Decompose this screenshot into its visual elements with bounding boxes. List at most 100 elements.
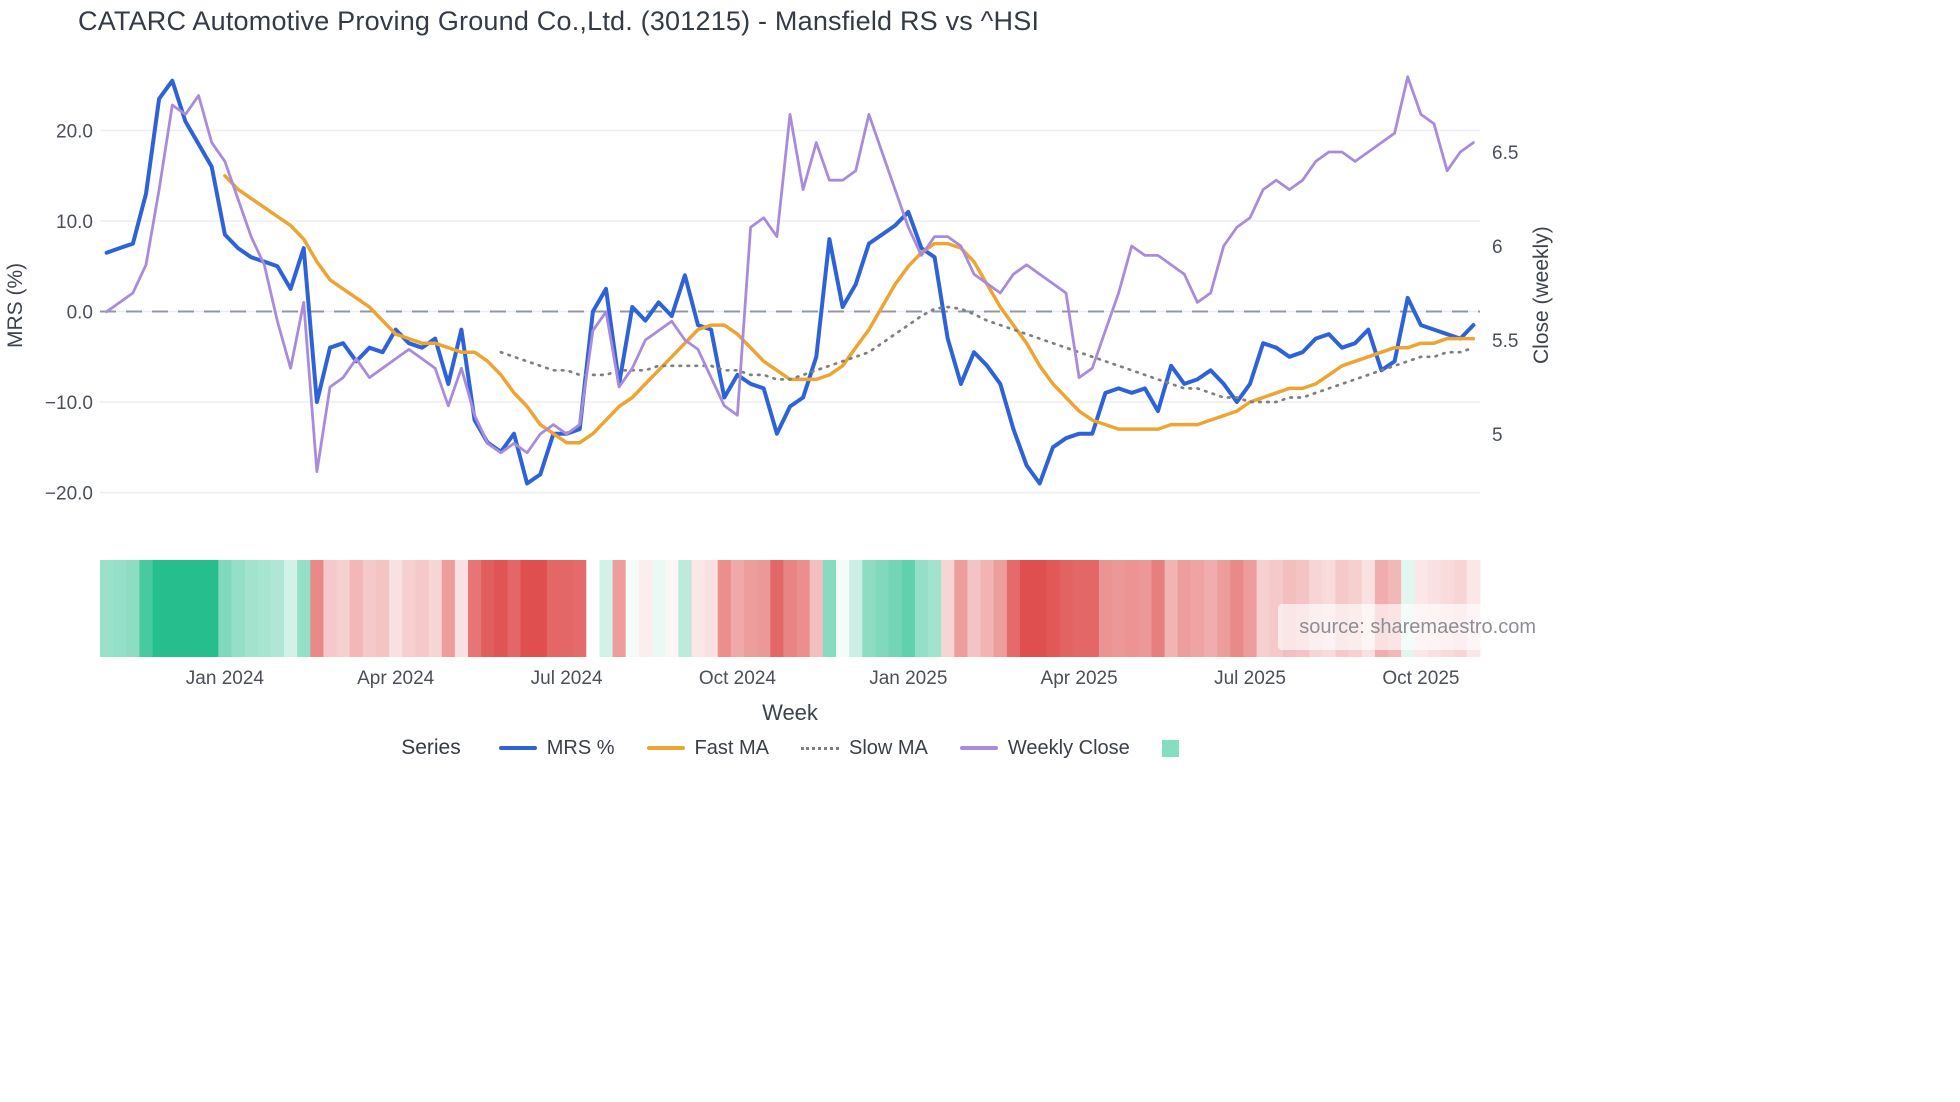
legend: Series MRS % Fast MA Slow MA Weekly Close: [100, 736, 1480, 760]
legend-item-mrs[interactable]: MRS %: [498, 736, 615, 760]
heatmap-cell: [928, 560, 942, 657]
legend-item-fast-ma[interactable]: Fast MA: [646, 736, 769, 760]
heatmap-cell: [284, 560, 298, 657]
heatmap-cell: [1085, 560, 1100, 657]
y-right-tick-label: 5: [1492, 425, 1503, 446]
heatmap-swatch-icon: [1161, 739, 1179, 757]
x-axis-title: Week: [762, 700, 818, 725]
y-right-tick-label: 5.5: [1492, 331, 1518, 352]
heatmap-cell: [139, 560, 154, 657]
heatmap-cell: [546, 560, 561, 657]
legend-label: MRS %: [546, 736, 615, 759]
heatmap-cell: [389, 560, 403, 657]
heatmap-cell: [270, 560, 285, 657]
heatmap-cell: [691, 560, 706, 657]
x-tick-label: Apr 2024: [357, 668, 435, 689]
heatmap-cell: [1125, 560, 1139, 657]
heatmap-cell: [310, 560, 324, 657]
y-right-tick-label: 6: [1492, 237, 1503, 258]
heatmap-cell: [468, 560, 482, 657]
legend-label: Fast MA: [694, 736, 769, 759]
heatmap-cell: [1151, 560, 1166, 657]
heatmap-cell: [1190, 560, 1205, 657]
heatmap-cell: [126, 560, 140, 657]
heatmap-cell: [914, 560, 929, 657]
heatmap-cell: [323, 560, 338, 657]
heatmap-cell: [783, 560, 798, 657]
y-left-tick-label: 10.0: [56, 212, 93, 233]
heatmap-cell: [507, 560, 522, 657]
heatmap-cell: [770, 560, 784, 657]
heatmap-cell: [757, 560, 771, 657]
heatmap-cell: [231, 560, 246, 657]
heatmap-cell: [415, 560, 430, 657]
heatmap-cell: [297, 560, 311, 657]
chart-canvas: 20.0 10.0 0.0 −10.0 −20.0 6.5 6 5.5 5 Jan 2024 Apr…: [45, 75, 1518, 689]
heatmap-cell: [560, 560, 574, 657]
heatmap-cell: [1098, 560, 1113, 657]
legend-label: Weekly Close: [1007, 736, 1130, 759]
heatmap-cell: [1243, 560, 1258, 657]
heatmap-cell: [100, 560, 114, 657]
heatmap-cell: [638, 560, 653, 657]
heatmap-cell: [573, 560, 587, 657]
heatmap-cell: [362, 560, 377, 657]
heatmap-cell: [494, 560, 508, 657]
heatmap-cell: [257, 560, 272, 657]
heatmap-cell: [192, 560, 206, 657]
left-axis-title: MRS (%): [4, 262, 27, 348]
heatmap-cell: [888, 560, 903, 657]
heatmap-cell: [599, 560, 614, 657]
heatmap-cell: [1164, 560, 1179, 657]
heatmap-cell: [796, 560, 811, 657]
heatmap-cell: [1230, 560, 1244, 657]
heatmap-cell: [1177, 560, 1192, 657]
x-tick-label: Jan 2024: [186, 668, 265, 689]
heatmap-cell: [1138, 560, 1152, 657]
legend-title: Series: [401, 736, 461, 759]
chart-title: CATARC Automotive Proving Ground Co.,Ltd…: [78, 6, 1040, 36]
heatmap-cell: [652, 560, 666, 657]
mrs-line: [104, 78, 1476, 486]
fast-ma-line: [223, 174, 1476, 445]
legend-swatch: [498, 746, 537, 750]
heatmap-cell: [586, 560, 600, 657]
y-left-tick-label: 0.0: [67, 303, 93, 324]
heatmap-cell: [665, 560, 679, 657]
x-tick-label: Apr 2025: [1041, 668, 1118, 689]
heatmap-cell: [178, 560, 193, 657]
heatmap-cell: [875, 560, 890, 657]
heatmap-cell: [454, 560, 469, 657]
heatmap-cell: [481, 560, 495, 657]
legend-item-heatmap[interactable]: [1161, 739, 1179, 757]
heatmap-cell: [1059, 560, 1074, 657]
source-watermark: source: sharemaestro.com: [1278, 604, 1546, 650]
heatmap-cell: [1112, 560, 1126, 657]
y-right-tick-label: 6.5: [1492, 143, 1518, 164]
heatmap-cell: [402, 560, 416, 657]
heatmap-cell: [836, 560, 850, 657]
heatmap-cell: [1256, 560, 1271, 657]
legend-label: Slow MA: [848, 736, 928, 759]
legend-item-slow-ma[interactable]: Slow MA: [800, 736, 928, 760]
heatmap-cell: [1033, 560, 1047, 657]
y-left-tick-label: −10.0: [45, 393, 93, 414]
heatmap-cell: [1020, 560, 1034, 657]
heatmap-cell: [336, 560, 351, 657]
heatmap-cell: [1006, 560, 1021, 657]
heatmap-cell: [730, 560, 745, 657]
heatmap-cell: [625, 560, 640, 657]
heatmap-cell: [678, 560, 692, 657]
heatmap-cell: [809, 560, 824, 657]
heatmap-cell: [349, 560, 364, 657]
heatmap-cell: [993, 560, 1008, 657]
legend-item-weekly-close[interactable]: Weekly Close: [959, 736, 1130, 760]
heatmap-cell: [967, 560, 982, 657]
x-tick-label: Jul 2024: [531, 668, 603, 689]
heatmap-cell: [533, 560, 548, 657]
legend-swatch: [800, 746, 839, 750]
heatmap-cell: [165, 560, 180, 657]
weekly-close-line: [105, 75, 1475, 473]
heatmap-cell: [717, 560, 732, 657]
